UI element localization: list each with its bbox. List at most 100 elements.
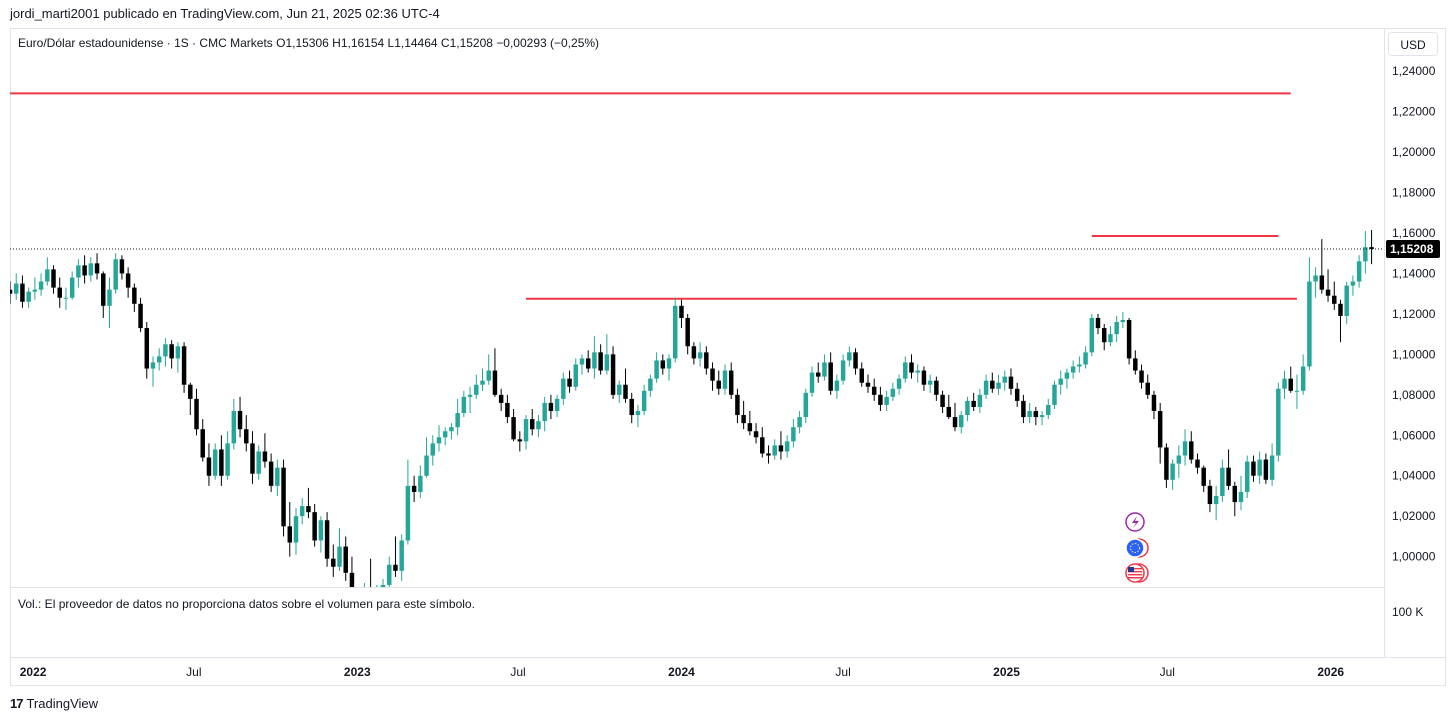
candle [909,354,914,379]
candle [884,390,889,412]
candle-body [1114,322,1119,335]
candle [673,297,678,363]
price-tick: 1,10000 [1392,347,1436,361]
time-tick: 2022 [20,665,47,679]
candle-body [629,398,634,416]
candle [324,512,330,567]
candle-body [1207,485,1213,505]
candle-body [250,443,255,474]
candle-body [697,352,703,359]
candle-body [1238,491,1244,503]
candle [648,374,653,397]
candle [1145,374,1150,399]
candle [977,388,983,414]
candle [1251,455,1256,482]
candle [1101,324,1107,351]
candle [1257,451,1262,484]
candle-body [57,287,62,298]
globe-icon[interactable] [1125,538,1149,558]
candle-body [592,352,597,369]
candle-body [1101,328,1107,343]
candle-body [573,364,579,387]
currency-button[interactable]: USD [1388,32,1438,56]
candle-body [1263,459,1269,480]
candle-body [741,415,746,424]
us-flag-icon[interactable] [1125,563,1149,583]
candle [82,255,87,284]
volume-axis-tick: 100 K [1392,605,1424,619]
candle-body [728,370,734,395]
candle [511,408,516,442]
candle [716,370,721,395]
candle [1170,459,1175,490]
candle [1176,445,1182,478]
candle-body [312,512,317,541]
candle [1325,269,1331,302]
candle-body [13,283,19,294]
candle-body [878,394,883,405]
candle [474,374,479,399]
candle [281,459,286,537]
candle-body [561,378,566,399]
candle-body [94,263,100,274]
candle-body [915,370,920,373]
candle [1350,275,1356,296]
candle-body [822,362,827,377]
candle-body [710,368,715,381]
candle [436,425,442,452]
candle-body [505,402,510,418]
candle [1126,317,1132,365]
candle-body [1195,459,1200,468]
chart-frame [10,28,1446,686]
candle-body [747,423,753,432]
candle-body [1251,461,1256,476]
candle-body [1058,378,1063,385]
candle-body [760,437,765,454]
candle-body [971,400,976,407]
candle [834,374,840,399]
candle-body [598,352,603,371]
candle [809,366,815,397]
candle-body [38,281,44,290]
candle-body [1226,467,1231,486]
candle-body [1201,467,1206,486]
candle [306,487,311,519]
candle-body [212,449,218,476]
lightning-icon[interactable] [1125,512,1145,532]
candle-body [293,516,299,543]
candle [244,415,249,452]
time-axis-separator [10,657,1446,658]
candle [865,374,871,393]
candle-body [1133,358,1138,371]
candle-body [51,269,56,288]
last-price-tag: 1,15208 [1386,240,1440,259]
candle [946,394,952,420]
candle [921,366,927,391]
candle [517,431,523,452]
candle-body [181,346,187,385]
candle-body [1070,366,1076,373]
candle [1201,465,1206,492]
candle-body [1300,366,1306,391]
candle [424,437,429,478]
candle [206,443,212,486]
candle-body [1126,319,1132,359]
candle [903,356,908,383]
candle-body [455,413,460,428]
candle [88,257,94,282]
candle-body [194,398,199,430]
candle-body [1213,495,1219,505]
candle-body [399,540,404,571]
symbol-legend[interactable]: Euro/Dólar estadounidense · 1S · CMC Mar… [18,36,600,50]
candle-body [996,382,1001,389]
candle [1207,479,1213,513]
tradingview-branding[interactable]: 17 TradingView [10,694,98,712]
candle [1282,370,1287,399]
candle [337,528,342,571]
candle [940,390,945,414]
candle-body [76,265,81,278]
candle-body [623,384,628,399]
candle-body [331,558,336,567]
candle-body [1039,415,1045,418]
